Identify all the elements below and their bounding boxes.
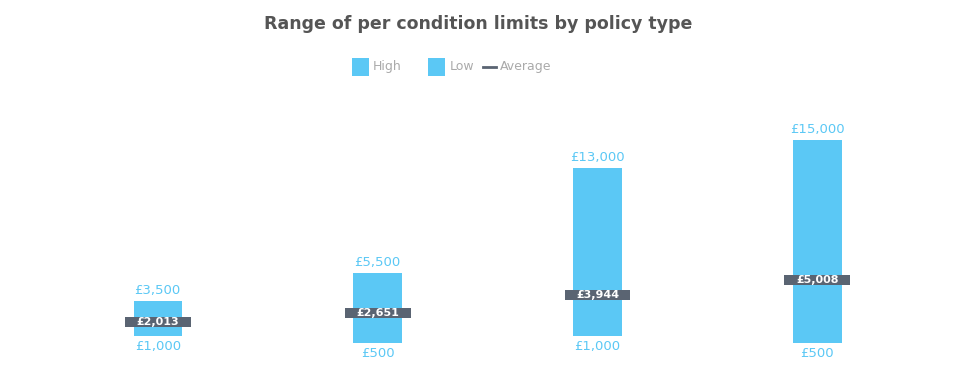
Text: £5,008: £5,008 — [796, 275, 838, 285]
Bar — [564, 289, 630, 300]
Text: High: High — [373, 61, 402, 73]
Text: £1,000: £1,000 — [575, 340, 620, 353]
Text: Range of per condition limits by policy type: Range of per condition limits by policy … — [264, 15, 692, 33]
Text: £3,944: £3,944 — [576, 290, 619, 300]
Text: £2,651: £2,651 — [357, 308, 399, 318]
Bar — [574, 168, 621, 336]
Text: £500: £500 — [800, 347, 835, 360]
Bar — [344, 308, 411, 318]
Bar — [785, 275, 851, 285]
Text: £1,000: £1,000 — [135, 340, 181, 353]
Bar — [134, 301, 182, 336]
Text: Average: Average — [500, 61, 552, 73]
Text: Low: Low — [449, 61, 474, 73]
Bar — [354, 273, 402, 343]
Text: £2,013: £2,013 — [137, 317, 179, 327]
Bar — [124, 317, 190, 327]
Bar — [793, 140, 841, 343]
Text: £13,000: £13,000 — [570, 151, 625, 164]
Text: £3,500: £3,500 — [135, 284, 181, 297]
Text: £15,000: £15,000 — [790, 123, 845, 136]
Text: £500: £500 — [360, 347, 395, 360]
Text: £5,500: £5,500 — [355, 256, 401, 269]
